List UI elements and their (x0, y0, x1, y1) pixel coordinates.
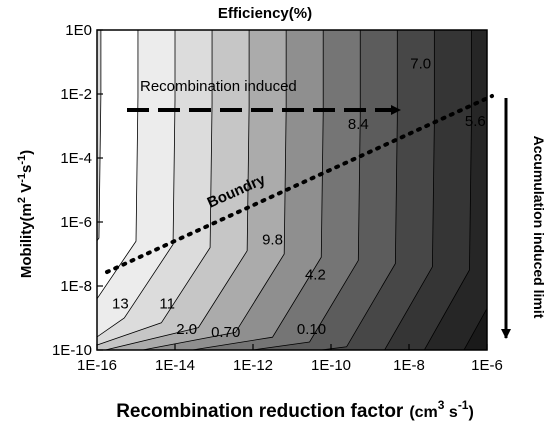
contour-value-label: 11 (159, 295, 175, 312)
contour-band (423, 30, 487, 350)
boundary-line (105, 94, 494, 274)
x-axis-label: Recombination reduction factor (cm3 s-1) (116, 398, 474, 422)
x-label-unit-exp: 3 (438, 398, 445, 412)
contour-value-label: 4.2 (305, 267, 326, 284)
x-tick-label: 1E-14 (155, 357, 195, 374)
contour-value-label: 8.4 (348, 116, 369, 133)
y-label-exp2: -1 (16, 173, 28, 183)
x-axis: 1E-16 1E-14 1E-12 1E-10 1E-8 1E-6 (77, 344, 503, 374)
x-label-unit-end: ) (468, 404, 473, 421)
contour-value-label: 2.0 (176, 321, 197, 338)
y-axis: 1E0 1E-2 1E-4 1E-6 1E-8 1E-10 (52, 22, 103, 359)
contour-value-label: 13 (112, 295, 129, 312)
chart-title: Efficiency(%) (218, 5, 312, 22)
x-label-unit-mid: s (444, 404, 457, 421)
contour-value-label: 7.0 (410, 55, 431, 72)
y-tick-label: 1E-2 (60, 86, 92, 103)
accumulation-limit-label: Accumulation induced limit (531, 136, 547, 319)
x-label-unit-base: (cm (409, 404, 437, 421)
contour-band (463, 307, 487, 350)
contour-value-label: 0.70 (211, 324, 240, 341)
contour-value-label: 0.10 (297, 321, 326, 338)
x-tick-label: 1E-6 (471, 357, 503, 374)
plot-frame (96, 29, 488, 351)
recombination-induced-label: Recombination induced (140, 78, 297, 95)
y-label-exp1: 2 (16, 197, 28, 203)
y-axis-label: Mobility(m2 V-1s-1) (16, 150, 35, 278)
x-tick-label: 1E-8 (393, 357, 425, 374)
x-tick-label: 1E-10 (311, 357, 351, 374)
y-label-exp3: -1 (16, 155, 28, 165)
contour-value-label: 5.6 (465, 113, 486, 130)
y-tick-label: 1E-4 (60, 150, 92, 167)
x-tick-label: 1E-16 (77, 357, 117, 374)
x-tick-label: 1E-12 (233, 357, 273, 374)
contour-labels: 7.0 8.4 5.6 9.8 4.2 13 112.0 0.70 0.10 (112, 55, 486, 341)
y-tick-label: 1E0 (65, 22, 92, 39)
x-label-main: Recombination reduction factor (116, 401, 404, 422)
y-label-end: ) (18, 150, 35, 155)
y-label-mid2: s (18, 165, 35, 173)
y-tick-label: 1E-6 (60, 214, 92, 231)
x-label-unit-exp2: -1 (458, 398, 469, 412)
y-label-mid1: V (18, 183, 35, 197)
y-tick-label: 1E-10 (52, 342, 92, 359)
contour-value-label: 9.8 (262, 231, 283, 248)
y-label-base: Mobility(m (18, 203, 35, 278)
y-tick-label: 1E-8 (60, 278, 92, 295)
